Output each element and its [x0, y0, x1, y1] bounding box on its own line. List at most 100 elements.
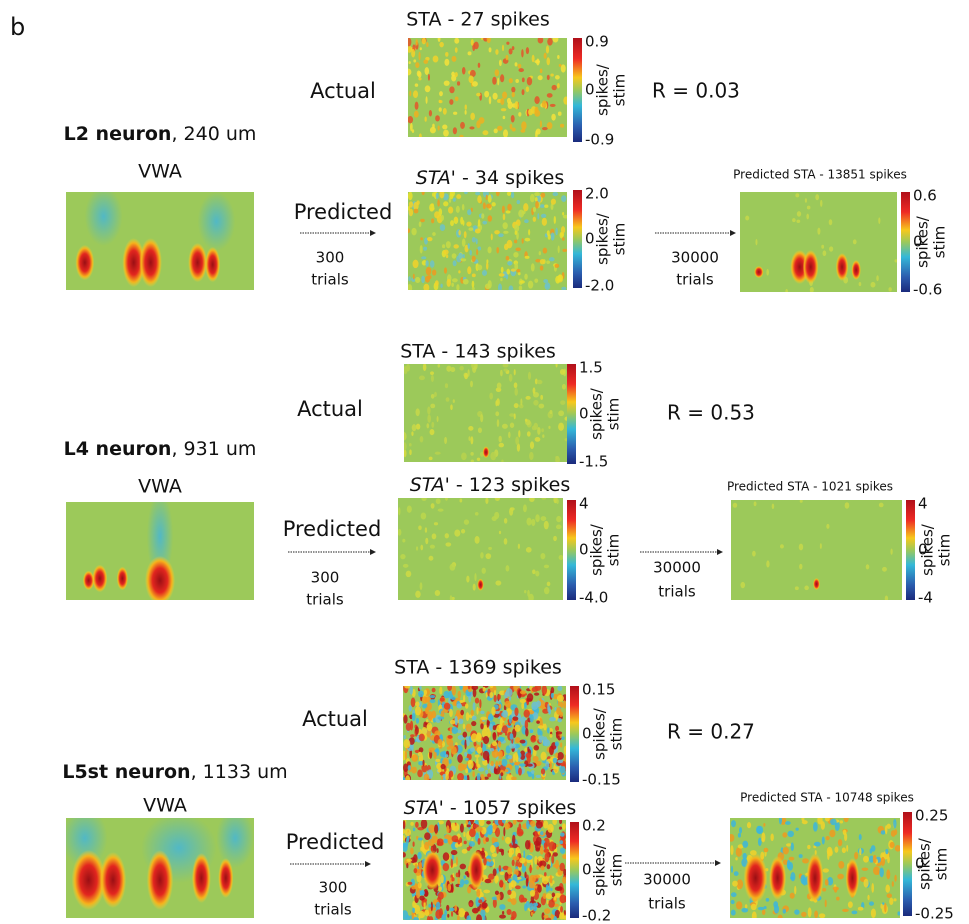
predicted-label: Predicted: [294, 200, 393, 224]
noise: [405, 722, 412, 732]
noise: [465, 723, 472, 732]
noise: [416, 70, 421, 77]
noise: [537, 75, 543, 81]
colorbar-max: 0.15: [582, 681, 615, 699]
noise: [441, 244, 446, 249]
noise: [461, 452, 467, 461]
noise: [520, 398, 523, 406]
noise: [404, 750, 408, 760]
noise: [486, 38, 491, 44]
noise: [403, 777, 406, 780]
colorbar-max: 0.6: [913, 187, 937, 205]
noise: [416, 200, 420, 205]
heatmap: [66, 192, 254, 290]
noise: [476, 888, 481, 897]
noise: [494, 498, 501, 501]
noise: [476, 772, 481, 780]
noise: [498, 865, 502, 872]
noise: [500, 74, 505, 83]
noise: [555, 752, 559, 758]
noise: [491, 836, 496, 844]
noise: [421, 498, 427, 501]
noise: [480, 414, 484, 423]
noise: [478, 899, 483, 904]
trials-count: 30000: [671, 249, 719, 267]
noise: [744, 904, 748, 909]
noise: [496, 125, 503, 131]
noise: [540, 768, 546, 775]
colorbar-unit: spikes/: [591, 707, 609, 760]
noise: [509, 742, 516, 749]
noise: [471, 715, 477, 721]
noise: [476, 248, 479, 256]
noise: [837, 839, 843, 847]
noise: [417, 769, 423, 778]
spike-count: - 123 spikes: [450, 474, 570, 496]
noise: [443, 80, 450, 86]
noise: [457, 690, 461, 699]
noise: [439, 192, 445, 199]
cool-region: [216, 818, 254, 868]
noise: [460, 709, 464, 716]
noise: [782, 847, 789, 855]
colorbar: [903, 812, 912, 916]
noise: [534, 437, 541, 442]
noise: [502, 91, 508, 99]
noise: [491, 853, 498, 858]
noise: [837, 873, 844, 880]
noise: [497, 283, 502, 290]
noise: [418, 525, 422, 531]
noise: [457, 754, 463, 763]
noise: [542, 736, 548, 747]
noise: [494, 837, 498, 843]
noise: [535, 734, 538, 742]
noise: [429, 203, 435, 212]
colorbar-max: 1.5: [579, 359, 603, 377]
noise: [828, 219, 833, 226]
noise: [752, 550, 756, 557]
noise: [535, 514, 540, 523]
noise: [470, 380, 473, 388]
noise: [460, 258, 467, 262]
noise: [495, 49, 499, 55]
noise: [458, 884, 464, 888]
noise: [542, 247, 548, 254]
noise: [471, 286, 475, 290]
noise: [421, 38, 427, 45]
noise: [481, 902, 488, 909]
colorbar-mid: 0: [913, 233, 923, 251]
correlation: R = 0.03: [652, 79, 740, 103]
noise: [433, 522, 439, 526]
noise: [494, 827, 501, 838]
noise: [451, 253, 457, 259]
noise: [472, 771, 475, 778]
noise: [537, 855, 543, 862]
noise: [471, 280, 475, 288]
noise: [458, 270, 461, 274]
noise: [529, 441, 535, 449]
noise: [539, 265, 544, 271]
noise: [869, 855, 874, 863]
noise: [424, 116, 427, 122]
noise: [463, 831, 466, 838]
noise: [499, 914, 506, 919]
noise: [456, 703, 462, 709]
noise: [561, 823, 566, 830]
colorbar: [567, 364, 576, 464]
noise: [497, 77, 500, 86]
noise: [469, 902, 473, 907]
noise: [894, 845, 900, 852]
noise: [433, 750, 437, 759]
noise: [469, 828, 476, 838]
hot-region: [835, 253, 849, 281]
noise: [445, 241, 451, 249]
noise: [550, 198, 556, 205]
noise: [437, 769, 442, 773]
noise: [885, 848, 889, 855]
noise: [534, 192, 540, 197]
noise: [457, 734, 465, 741]
noise: [408, 208, 414, 217]
neuron-depth: , 240 um: [171, 123, 256, 145]
noise: [555, 456, 561, 462]
noise: [496, 246, 500, 254]
